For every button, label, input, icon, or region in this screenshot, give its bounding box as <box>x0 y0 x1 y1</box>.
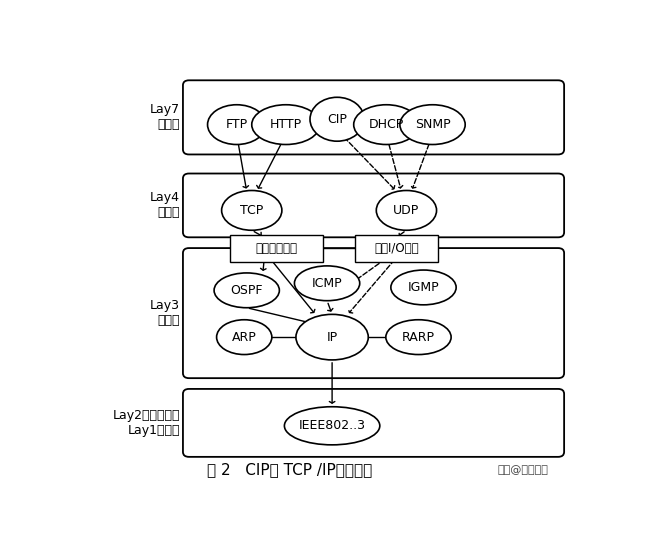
Text: TCP: TCP <box>240 204 263 217</box>
Ellipse shape <box>391 270 456 305</box>
Text: ICMP: ICMP <box>312 277 342 290</box>
Ellipse shape <box>400 105 465 145</box>
FancyBboxPatch shape <box>183 389 564 457</box>
Ellipse shape <box>310 97 364 141</box>
Text: 图 2   CIP与 TCP /IP层次关系: 图 2 CIP与 TCP /IP层次关系 <box>207 462 372 477</box>
FancyBboxPatch shape <box>231 235 323 262</box>
Text: SNMP: SNMP <box>415 118 450 131</box>
Text: Lay3
网络层: Lay3 网络层 <box>150 299 180 327</box>
Ellipse shape <box>207 105 266 145</box>
Text: FTP: FTP <box>226 118 248 131</box>
Ellipse shape <box>354 105 419 145</box>
Ellipse shape <box>284 407 380 445</box>
Text: IGMP: IGMP <box>408 281 439 294</box>
Ellipse shape <box>294 266 360 301</box>
Ellipse shape <box>376 190 437 230</box>
Text: IEEE802..3: IEEE802..3 <box>299 419 365 433</box>
Text: CIP: CIP <box>327 113 347 126</box>
Text: Lay7
应用层: Lay7 应用层 <box>150 103 180 131</box>
Text: OSPF: OSPF <box>231 284 263 297</box>
Ellipse shape <box>296 314 368 360</box>
Ellipse shape <box>386 320 451 355</box>
FancyBboxPatch shape <box>183 174 564 237</box>
Text: UDP: UDP <box>393 204 419 217</box>
Text: 头条@老鬼非鬼: 头条@老鬼非鬼 <box>498 465 548 475</box>
Text: IP: IP <box>327 331 338 344</box>
Ellipse shape <box>222 190 282 230</box>
Text: Lay4
传输层: Lay4 传输层 <box>150 192 180 220</box>
FancyBboxPatch shape <box>183 248 564 378</box>
Text: 实时I/O控制: 实时I/O控制 <box>374 242 419 255</box>
Text: 显示报文传送: 显示报文传送 <box>256 242 298 255</box>
Ellipse shape <box>214 273 279 308</box>
FancyBboxPatch shape <box>183 80 564 154</box>
Text: RARP: RARP <box>402 331 435 344</box>
Text: DHCP: DHCP <box>369 118 404 131</box>
Ellipse shape <box>216 320 272 355</box>
Text: HTTP: HTTP <box>270 118 302 131</box>
Text: Lay2数据链路层
Lay1物理层: Lay2数据链路层 Lay1物理层 <box>113 409 180 437</box>
Ellipse shape <box>251 105 320 145</box>
Text: ARP: ARP <box>232 331 257 344</box>
FancyBboxPatch shape <box>355 235 438 262</box>
